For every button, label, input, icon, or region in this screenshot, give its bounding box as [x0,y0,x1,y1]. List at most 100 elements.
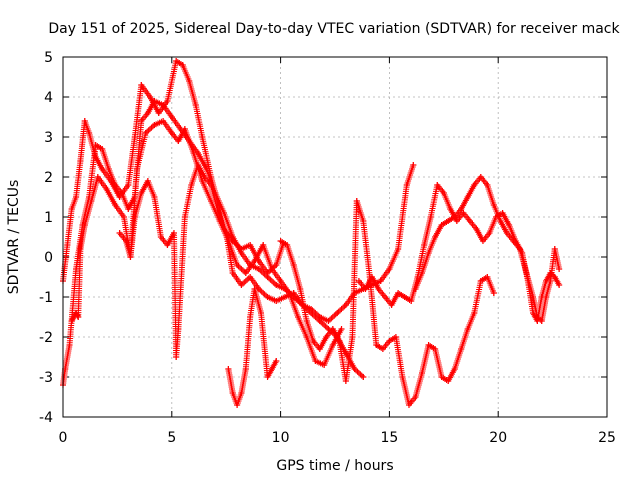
data-point [427,214,434,220]
data-point [273,358,280,364]
data-point [199,134,206,140]
data-point [277,278,284,284]
data-point [94,174,101,180]
data-point [323,334,330,340]
data-point [342,350,349,356]
data-point [192,102,199,108]
data-point [92,142,99,148]
data-point [453,218,460,224]
data-point [445,218,452,224]
data-point [490,202,497,208]
data-point [234,262,241,268]
data-point [395,290,402,296]
data-point [499,210,506,216]
data-point [351,366,358,372]
data-point [75,314,82,320]
data-series [60,58,563,408]
data-point [170,230,177,236]
data-point [471,310,478,316]
data-point [273,282,280,288]
data-point [460,210,467,216]
data-point [412,286,419,292]
data-point [151,122,158,128]
data-point [277,238,284,244]
data-point [447,206,454,212]
data-point [377,278,384,284]
data-point [497,218,504,224]
axis-ticks: 0 5 10 15 20 25 -4 -3 -2 -1 0 1 2 3 4 5 [39,50,616,446]
data-point [349,334,356,340]
data-point [144,110,151,116]
data-point [131,134,138,140]
y-tick-label: -4 [39,410,53,426]
data-point [362,286,369,292]
data-point [379,346,386,352]
data-point [201,174,208,180]
data-point [388,302,395,308]
data-point [214,206,221,212]
data-point [410,162,417,168]
data-point [238,246,245,252]
data-point [477,278,484,284]
data-point [81,118,88,124]
y-tick-label: -1 [39,290,53,306]
data-point [479,238,486,244]
data-point [168,130,175,136]
data-point [360,218,367,224]
data-point [181,214,188,220]
data-point [125,206,132,212]
data-point [247,242,254,248]
data-point [434,182,441,188]
data-point [260,242,267,248]
data-point [123,238,130,244]
data-point [188,182,195,188]
y-tick-label: 5 [44,50,53,66]
data-point [490,290,497,296]
data-point [506,222,513,228]
data-point [445,378,452,384]
x-tick-label: 25 [598,430,616,446]
data-point [286,290,293,296]
data-point [432,234,439,240]
data-point [105,166,112,172]
data-point [316,346,323,352]
data-point [99,146,106,152]
data-point [151,98,158,104]
data-point [258,310,265,316]
data-point [530,294,537,300]
y-tick-label: 4 [44,90,53,106]
data-point [73,194,80,200]
data-point [264,270,271,276]
data-point [229,238,236,244]
series-track-8 [412,174,563,324]
data-point [401,294,408,300]
data-point [484,182,491,188]
data-point [373,342,380,348]
data-point [77,158,84,164]
data-point [221,210,228,216]
data-point [251,286,258,292]
data-point [556,282,563,288]
data-point [440,190,447,196]
data-point [458,206,465,212]
data-point [438,374,445,380]
data-point [395,246,402,252]
data-point [516,246,523,252]
data-point [151,194,158,200]
y-tick-label: -2 [39,330,53,346]
data-point [125,182,132,188]
x-axis-label: GPS time / hours [276,458,393,474]
data-point [510,238,517,244]
data-point [116,230,123,236]
data-point [86,130,93,136]
data-point [419,270,426,276]
data-point [147,94,154,100]
x-tick-label: 5 [167,430,176,446]
data-point [284,242,291,248]
data-point [173,58,180,64]
data-point [127,254,134,260]
data-point [255,266,262,272]
data-point [194,162,201,168]
x-tick-label: 15 [380,430,398,446]
